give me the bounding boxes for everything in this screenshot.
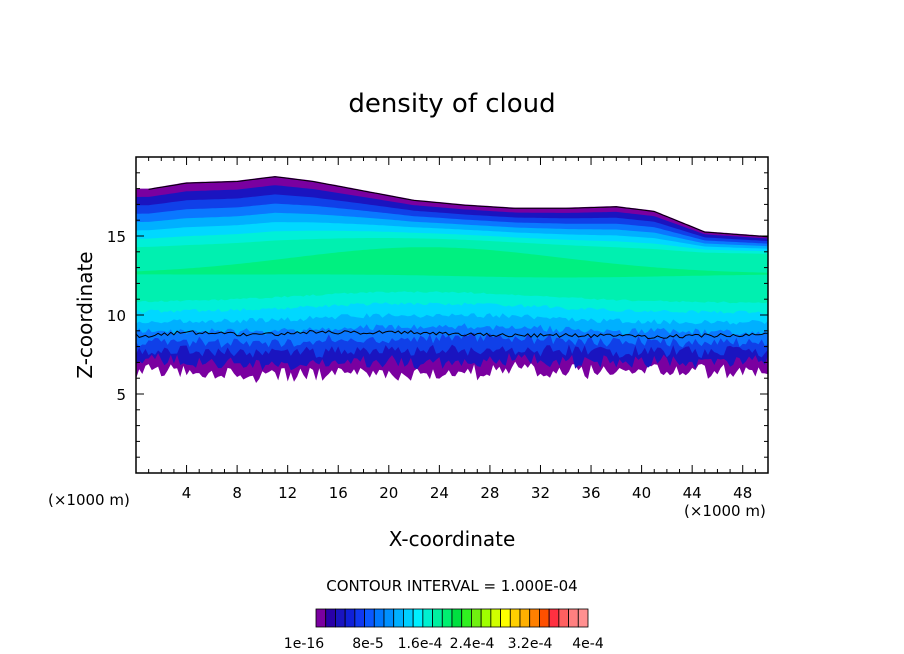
colorbar-swatch xyxy=(539,608,550,628)
colorbar-swatch xyxy=(461,608,472,628)
colorbar-swatch xyxy=(422,608,433,628)
colorbar-label: 3.2e-4 xyxy=(508,636,553,652)
x-tick-label: 48 xyxy=(733,484,752,502)
colorbar-swatch xyxy=(325,608,336,628)
contour-line-upper xyxy=(148,176,768,238)
colorbar-swatch xyxy=(471,608,482,628)
x-unit-right: (×1000 m) xyxy=(684,502,766,520)
x-tick-label: 12 xyxy=(278,484,297,502)
colorbar xyxy=(315,608,589,628)
colorbar-swatch xyxy=(344,608,356,628)
x-axis: 4 8 12 16 20 24 28 32 36 40 44 48 xyxy=(148,157,756,502)
colorbar-swatch xyxy=(354,608,365,628)
colorbar-swatch xyxy=(441,608,453,628)
x-tick-label: 40 xyxy=(632,484,651,502)
colorbar-swatch xyxy=(315,608,327,628)
colorbar-swatch xyxy=(490,608,501,628)
x-tick-label: 24 xyxy=(430,484,449,502)
x-tick-label: 36 xyxy=(581,484,600,502)
colorbar-labels: 1e-16 8e-5 1.6e-4 2.4e-4 3.2e-4 4e-4 xyxy=(284,636,604,652)
contour-interval-label: CONTOUR INTERVAL = 1.000E-04 xyxy=(326,577,577,595)
contour-field xyxy=(136,176,768,383)
contour-lines xyxy=(136,176,768,340)
chart-title: density of cloud xyxy=(348,89,555,119)
contour-fill-layer xyxy=(136,247,768,278)
colorbar-swatch xyxy=(577,608,589,628)
y-axis-label: Z-coordinate xyxy=(73,251,97,378)
colorbar-swatch xyxy=(519,608,531,628)
x-tick-label: 16 xyxy=(329,484,348,502)
colorbar-swatch xyxy=(373,608,385,628)
colorbar-swatch xyxy=(558,608,569,628)
colorbar-label: 1.6e-4 xyxy=(398,636,443,652)
colorbar-swatch xyxy=(548,608,560,628)
contour-line-lower xyxy=(136,329,768,340)
colorbar-label: 1e-16 xyxy=(284,636,324,652)
colorbar-label: 8e-5 xyxy=(352,636,383,652)
y-tick-label: 5 xyxy=(116,386,126,404)
y-tick-label: 10 xyxy=(107,307,126,325)
x-tick-label: 20 xyxy=(379,484,398,502)
colorbar-swatch xyxy=(500,608,511,628)
x-unit-left: (×1000 m) xyxy=(48,491,130,509)
colorbar-swatch xyxy=(451,608,463,628)
colorbar-swatch xyxy=(412,608,424,628)
colorbar-swatch xyxy=(403,608,414,628)
colorbar-swatch xyxy=(383,608,395,628)
colorbar-label: 2.4e-4 xyxy=(450,636,495,652)
x-tick-label: 32 xyxy=(531,484,550,502)
colorbar-swatch xyxy=(364,608,375,628)
colorbar-swatch xyxy=(529,608,540,628)
colorbar-swatch xyxy=(335,608,346,628)
colorbar-label: 4e-4 xyxy=(572,636,604,652)
colorbar-swatch xyxy=(568,608,579,628)
x-tick-label: 44 xyxy=(683,484,702,502)
x-tick-label: 4 xyxy=(182,484,192,502)
x-axis-label: X-coordinate xyxy=(389,527,516,551)
y-axis: 5 10 15 xyxy=(107,172,768,458)
colorbar-swatch xyxy=(432,608,443,628)
x-tick-label: 8 xyxy=(232,484,242,502)
colorbar-swatch xyxy=(509,608,521,628)
x-tick-label: 28 xyxy=(480,484,499,502)
y-tick-label: 15 xyxy=(107,228,126,246)
colorbar-swatch xyxy=(393,608,404,628)
colorbar-swatch xyxy=(480,608,492,628)
